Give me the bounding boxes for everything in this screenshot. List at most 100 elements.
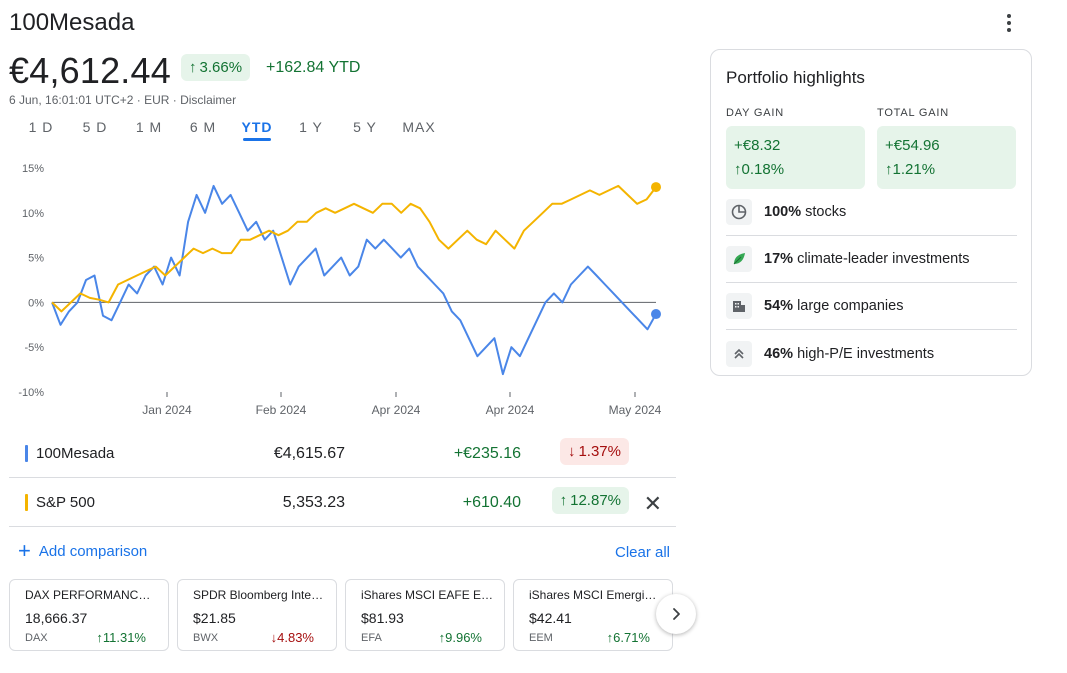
highlight-label: climate-leader investments	[797, 251, 970, 267]
card-pct: ↑11.31%	[96, 630, 146, 645]
highlight-label: high-P/E investments	[797, 345, 935, 362]
arrow-up-icon: ↑	[438, 630, 446, 645]
card-name: iShares MSCI EAFE ETF	[361, 588, 494, 602]
series-line	[51, 184, 657, 376]
comparison-name: S&P 500	[36, 494, 95, 511]
highlight-climate: 17% climate-leader investments	[726, 236, 1017, 283]
card-ticker: EFA	[361, 632, 382, 644]
highlight-percent: 100%	[764, 204, 802, 220]
comparison-pct: 12.87%	[570, 492, 621, 509]
comparison-pct-badge: ↓ 1.37%	[559, 438, 629, 465]
add-comparison-label: Add comparison	[38, 542, 148, 560]
card-pct-value: 4.83%	[277, 630, 314, 645]
y-tick-label: 5%	[28, 253, 44, 265]
related-card[interactable]: DAX PERFORMANCE-INDEX 18,666.37 DAX ↑11.…	[9, 579, 169, 651]
series-end-dot	[651, 182, 661, 193]
arrow-up-icon: ↑	[885, 161, 893, 178]
arrow-up-icon: ↑	[606, 630, 614, 645]
y-tick-label: 15%	[22, 163, 44, 175]
card-name: DAX PERFORMANCE-INDEX	[25, 588, 158, 602]
card-name: iShares MSCI Emerging Markets ETF	[529, 588, 662, 602]
comparison-row[interactable]: 100Mesada €4,615.67 +€235.16 ↓ 1.37%	[9, 430, 676, 478]
day-gain-value: +€8.32	[734, 137, 781, 154]
card-ticker: DAX	[25, 632, 48, 644]
x-tick-label: Feb 2024	[256, 403, 307, 417]
comparison-pct-badge: ↑ 12.87%	[551, 487, 629, 514]
range-5y[interactable]: 5 Y	[353, 119, 377, 135]
clear-all-button[interactable]: Clear all	[615, 544, 671, 561]
remove-comparison-icon[interactable]: ✕	[643, 491, 662, 516]
range-1m[interactable]: 1 M	[135, 119, 163, 135]
arrow-up-icon: ↑	[559, 492, 568, 509]
range-1y[interactable]: 1 Y	[299, 119, 323, 135]
range-6m[interactable]: 6 M	[189, 119, 217, 135]
next-cards-button[interactable]	[656, 594, 696, 634]
series-color-marker	[25, 494, 28, 511]
highlight-label: stocks	[805, 204, 847, 220]
card-ticker: EEM	[529, 632, 553, 644]
add-comparison-button[interactable]: + Add comparison	[18, 538, 148, 563]
card-price: $21.85	[193, 610, 236, 626]
card-pct-value: 9.96%	[445, 630, 482, 645]
total-gain-pct-value: 1.21%	[892, 161, 936, 178]
comparison-name: 100Mesada	[36, 445, 115, 462]
card-pct: ↓4.83%	[271, 630, 314, 645]
arrow-up-icon: ↑	[734, 161, 742, 178]
pie-chart-icon	[726, 199, 752, 225]
arrow-down-icon: ↓	[270, 630, 278, 645]
total-gain-value: +€54.96	[885, 137, 940, 154]
related-card[interactable]: SPDR Bloomberg International Treasury Bo…	[177, 579, 337, 651]
x-tick-label: Apr 2024	[486, 403, 535, 417]
series-color-marker	[25, 445, 28, 462]
total-gain-pct: ↑1.21%	[885, 161, 935, 178]
leaf-icon	[726, 246, 752, 272]
range-max[interactable]: MAX	[402, 119, 436, 135]
x-tick-label: Jan 2024	[142, 403, 192, 417]
card-pct-value: 6.71%	[613, 630, 650, 645]
comparison-value: €4,615.67	[273, 445, 345, 462]
card-pct-value: 11.31%	[102, 630, 146, 645]
card-price: $81.93	[361, 610, 404, 626]
comparison-row[interactable]: S&P 500 5,353.23 +610.40 ↑ 12.87% ✕	[9, 479, 676, 527]
card-pct: ↑6.71%	[607, 630, 650, 645]
range-5d[interactable]: 5 D	[82, 119, 108, 135]
highlight-percent: 17%	[764, 251, 794, 267]
comparison-pct: 1.37%	[578, 443, 621, 460]
range-selector: 1 D 5 D 1 M 6 M YTD 1 Y 5 Y MAX	[14, 119, 446, 141]
y-tick-label: -10%	[18, 387, 44, 399]
timestamp-disclaimer: 6 Jun, 16:01:01 UTC+2 · EUR · Disclaimer	[9, 93, 237, 107]
x-tick-label: May 2024	[609, 403, 662, 417]
more-options-icon[interactable]	[1000, 12, 1018, 36]
total-gain-label: TOTAL GAIN	[877, 107, 949, 119]
highlight-stocks: 100% stocks	[726, 189, 1017, 236]
card-price: $42.41	[529, 610, 572, 626]
card-pct: ↑9.96%	[439, 630, 482, 645]
range-ytd[interactable]: YTD	[230, 119, 284, 141]
highlight-label: large companies	[797, 298, 904, 314]
comparison-change: +€235.16	[453, 445, 521, 462]
total-gain-box: +€54.96 ↑1.21%	[877, 126, 1016, 189]
highlight-percent: 46%	[764, 345, 794, 362]
highlight-large-companies: 54% large companies	[726, 283, 1017, 330]
ytd-change: +162.84 YTD	[266, 59, 361, 76]
comparison-value: 5,353.23	[282, 494, 345, 511]
related-card[interactable]: iShares MSCI EAFE ETF $81.93 EFA ↑9.96%	[345, 579, 505, 651]
portfolio-value: €4,612.44	[9, 50, 171, 91]
highlight-high-pe: 46% high-P/E investments	[726, 330, 1017, 377]
comparison-change: +610.40	[462, 494, 521, 511]
range-1d[interactable]: 1 D	[28, 119, 54, 135]
arrow-down-icon: ↓	[567, 443, 576, 460]
series-line	[51, 184, 657, 313]
related-card[interactable]: iShares MSCI Emerging Markets ETF $42.41…	[513, 579, 673, 651]
portfolio-highlights: Portfolio highlights DAY GAIN TOTAL GAIN…	[710, 49, 1032, 376]
page-title: 100Mesada	[9, 9, 135, 36]
day-gain-pct: ↑0.18%	[734, 161, 784, 178]
performance-chart[interactable]: 15% 10% 5% 0% -5% -10% Jan 2024 Feb 2024 Apr 202…	[0, 150, 680, 430]
card-ticker: BWX	[193, 632, 219, 644]
plus-icon: +	[18, 538, 31, 563]
pct-change-value: 3.66%	[199, 59, 243, 76]
arrow-up-icon: ↑	[96, 630, 103, 645]
series-end-dot	[651, 309, 661, 320]
y-tick-label: -5%	[24, 342, 44, 354]
chevron-right-icon	[673, 608, 680, 620]
